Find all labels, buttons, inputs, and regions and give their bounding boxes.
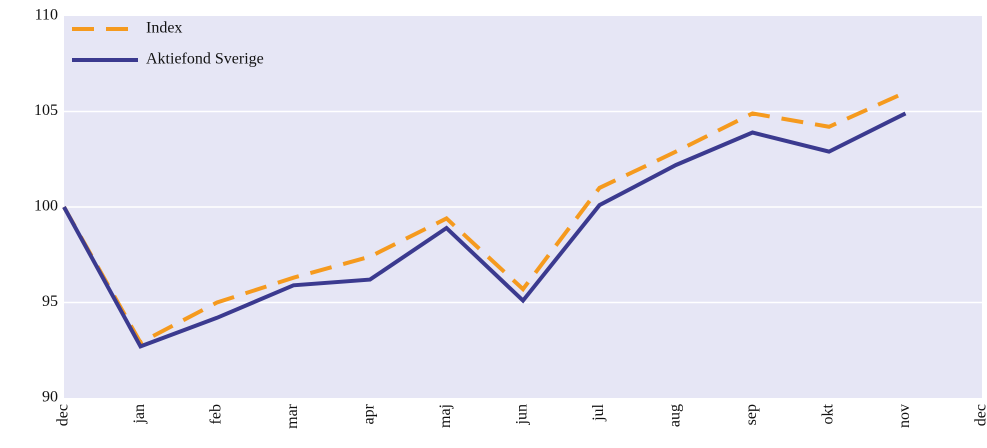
- x-tick-label: dec: [973, 404, 987, 426]
- y-tick-label: 95: [42, 293, 58, 310]
- x-tick-label: maj: [437, 404, 454, 428]
- series-line: [62, 111, 907, 349]
- series-line: [62, 90, 907, 346]
- x-tick-label: aug: [667, 404, 684, 427]
- x-tick-label: feb: [208, 404, 225, 424]
- x-tick-label: mar: [284, 403, 301, 429]
- x-tick-label: sep: [743, 404, 760, 425]
- x-tick-label: dec: [55, 404, 72, 426]
- x-tick-label: jun: [514, 404, 531, 425]
- y-tick-label: 100: [34, 198, 58, 215]
- x-tick-label: apr: [361, 403, 378, 424]
- x-tick-label: okt: [820, 403, 837, 424]
- x-tick-label: jan: [131, 404, 148, 425]
- x-tick-label: jul: [590, 403, 607, 421]
- x-tick-label: nov: [896, 404, 913, 428]
- y-tick-label: 90: [42, 389, 58, 406]
- y-tick-label: 110: [35, 7, 58, 24]
- legend-label: Aktiefond Sverige: [146, 51, 264, 68]
- y-tick-label: 105: [34, 102, 58, 119]
- legend-label: Index: [146, 20, 182, 37]
